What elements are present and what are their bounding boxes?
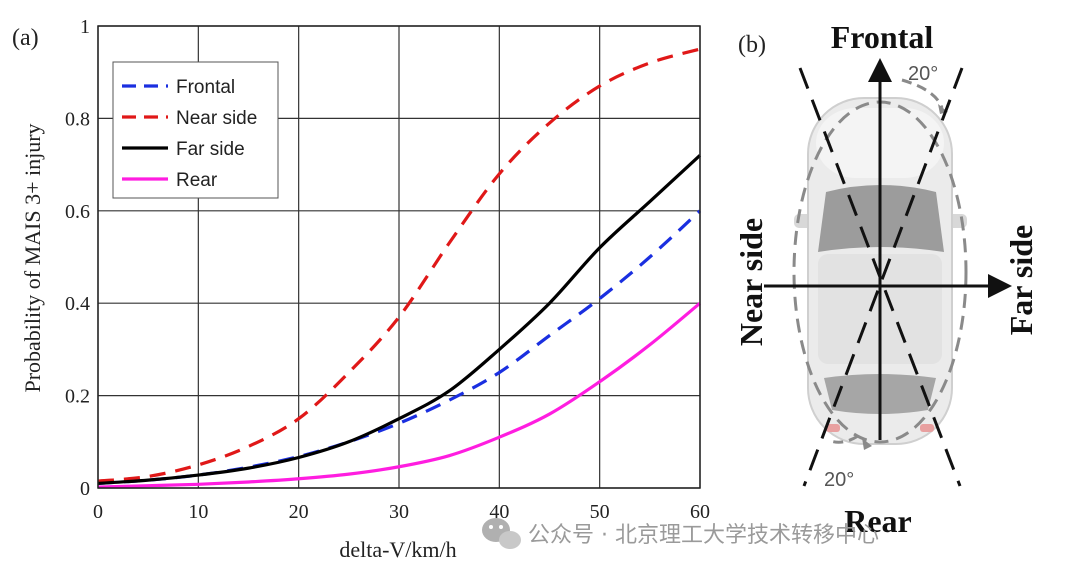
y-tick-label: 0.6 xyxy=(65,201,90,223)
angle-arc-bottom xyxy=(827,434,859,444)
panel-b-label: (b) xyxy=(738,32,766,58)
right-tail-light xyxy=(920,424,934,432)
plot-frame xyxy=(97,25,701,489)
y-tick-label: 0.8 xyxy=(65,108,90,130)
x-tick-label: 60 xyxy=(690,501,710,523)
series-line-frontal xyxy=(97,209,702,485)
legend-label-rear: Rear xyxy=(176,170,218,191)
legend-box xyxy=(112,61,279,199)
chart-series xyxy=(97,47,702,489)
series-line-rear xyxy=(97,301,702,489)
chart-legend: Frontal Near side Far side Rear xyxy=(112,61,279,199)
y-tick-label: 0.2 xyxy=(65,386,90,408)
x-tick-label: 50 xyxy=(590,501,610,523)
x-tick-label: 20 xyxy=(289,501,309,523)
impact-direction-diagram: (b) Frontal Rear Near side xyxy=(733,19,1039,539)
angle-arc-top xyxy=(901,78,944,109)
legend-label-near-side: Near side xyxy=(176,108,257,129)
angle-label-top: 20° xyxy=(908,63,938,85)
far-side-arrowhead xyxy=(988,274,1012,298)
series-line-far-side xyxy=(97,154,702,485)
angle-label-bottom: 20° xyxy=(824,469,854,491)
y-axis-label: Probability of MAIS 3+ injury xyxy=(20,123,45,392)
probability-chart: 0 10 20 30 40 50 60 0 0.2 0.4 0.6 0.8 1 delta-V/km/… xyxy=(20,16,710,562)
left-tail-light xyxy=(826,424,840,432)
y-tick-label: 1 xyxy=(80,16,90,38)
sector-line-2 xyxy=(802,67,964,487)
far-side-label: Far side xyxy=(1003,225,1039,336)
rear-label: Rear xyxy=(844,503,912,539)
panel-a-label: (a) xyxy=(12,25,39,51)
wechat-icon xyxy=(482,518,521,549)
x-tick-labels: 0 10 20 30 40 50 60 xyxy=(93,501,710,523)
y-tick-label: 0 xyxy=(80,478,90,500)
frontal-arrowhead xyxy=(868,58,892,82)
y-tick-label: 0.4 xyxy=(65,293,90,315)
x-tick-label: 0 xyxy=(93,501,103,523)
x-tick-label: 30 xyxy=(389,501,409,523)
legend-label-far-side: Far side xyxy=(176,139,245,160)
watermark: 公众号 · 北京理工大学技术转移中心 xyxy=(482,518,879,549)
series-line-near-side xyxy=(97,47,701,483)
frontal-label: Frontal xyxy=(831,19,934,55)
watermark-text: 公众号 · 北京理工大学技术转移中心 xyxy=(528,523,879,548)
arc-arrowhead-bottom xyxy=(862,438,872,450)
x-tick-label: 10 xyxy=(188,501,208,523)
x-axis-label: delta-V/km/h xyxy=(339,537,456,562)
legend-label-frontal: Frontal xyxy=(176,77,235,98)
x-tick-label: 40 xyxy=(489,501,509,523)
y-tick-labels: 0 0.2 0.4 0.6 0.8 1 xyxy=(65,16,90,500)
near-side-label: Near side xyxy=(733,218,769,346)
